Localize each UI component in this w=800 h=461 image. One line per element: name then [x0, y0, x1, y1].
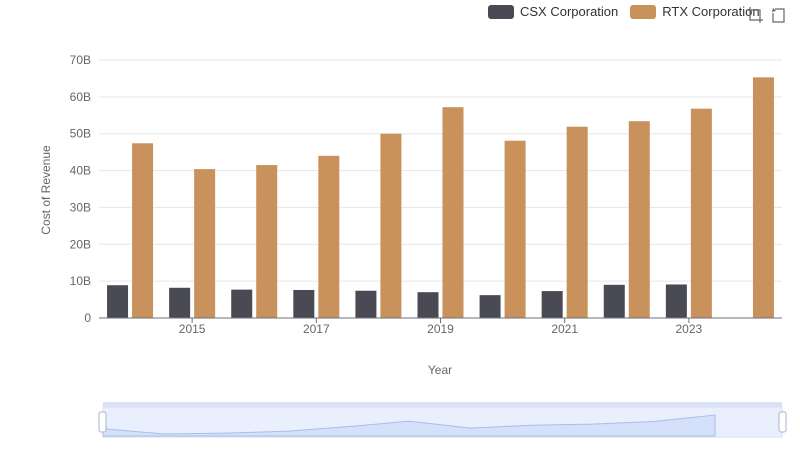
bar-csx-2019[interactable]: [417, 292, 439, 318]
legend-item-csx[interactable]: CSX Corporation: [488, 4, 618, 19]
y-tick-labels: 0 10B 20B 30B 40B 50B 60B 70B: [70, 53, 92, 325]
toolbox: [746, 6, 788, 24]
bar-csx-2017[interactable]: [293, 289, 315, 318]
bar-rtx-2019[interactable]: [442, 107, 464, 318]
bar-csx-2023[interactable]: [665, 284, 687, 318]
bar-rtx-2020[interactable]: [504, 140, 526, 318]
bar-rtx-2024[interactable]: [752, 77, 774, 318]
x-tick-labels: 2015 2017 2019 2021 2023: [179, 318, 703, 336]
legend-swatch-csx: [488, 4, 514, 19]
legend-label-csx: CSX Corporation: [520, 4, 619, 19]
x-tick-label: 2019: [427, 322, 454, 336]
y-axis-title: Cost of Revenue: [39, 145, 53, 235]
legend-item-rtx[interactable]: RTX Corporation: [630, 4, 760, 19]
bar-csx-2022[interactable]: [603, 284, 625, 318]
y-tick-label: 50B: [70, 127, 91, 141]
bar-rtx-2015[interactable]: [194, 169, 216, 318]
y-tick-label: 0: [84, 311, 91, 325]
y-tick-label: 10B: [70, 274, 91, 288]
slider-top-bar[interactable]: [103, 402, 782, 408]
bar-rtx-2016[interactable]: [256, 165, 278, 318]
x-tick-label: 2023: [676, 322, 703, 336]
bar-rtx-2017[interactable]: [318, 155, 340, 318]
bars: [107, 77, 774, 318]
bar-rtx-2021[interactable]: [566, 126, 588, 318]
bar-csx-2016[interactable]: [231, 289, 253, 318]
zoom-icon[interactable]: [746, 6, 764, 24]
x-axis-title: Year: [428, 363, 452, 377]
bar-csx-2018[interactable]: [355, 290, 377, 318]
bar-csx-2020[interactable]: [479, 295, 501, 318]
bar-csx-2015[interactable]: [169, 287, 191, 318]
bar-csx-2021[interactable]: [541, 291, 563, 318]
x-tick-label: 2017: [303, 322, 330, 336]
x-tick-label: 2015: [179, 322, 206, 336]
legend-swatch-rtx: [630, 4, 657, 19]
y-tick-label: 70B: [70, 53, 91, 67]
bar-rtx-2023[interactable]: [690, 108, 712, 318]
data-zoom-slider[interactable]: [98, 402, 787, 438]
slider-overview-area: [102, 414, 716, 437]
bar-rtx-2022[interactable]: [628, 121, 650, 318]
bar-csx-2014[interactable]: [107, 285, 129, 318]
bar-rtx-2014[interactable]: [132, 143, 154, 318]
y-tick-label: 40B: [70, 164, 91, 178]
legend: CSX Corporation RTX Corporation: [488, 4, 772, 19]
slider-handle-left[interactable]: [98, 411, 107, 433]
y-tick-label: 30B: [70, 200, 91, 214]
x-tick-label: 2021: [551, 322, 578, 336]
y-tick-label: 60B: [70, 90, 91, 104]
y-tick-label: 20B: [70, 237, 91, 251]
bar-rtx-2018[interactable]: [380, 133, 402, 318]
restore-icon[interactable]: [770, 6, 788, 24]
slider-handle-right[interactable]: [778, 411, 787, 433]
legend-label-rtx: RTX Corporation: [662, 4, 760, 19]
